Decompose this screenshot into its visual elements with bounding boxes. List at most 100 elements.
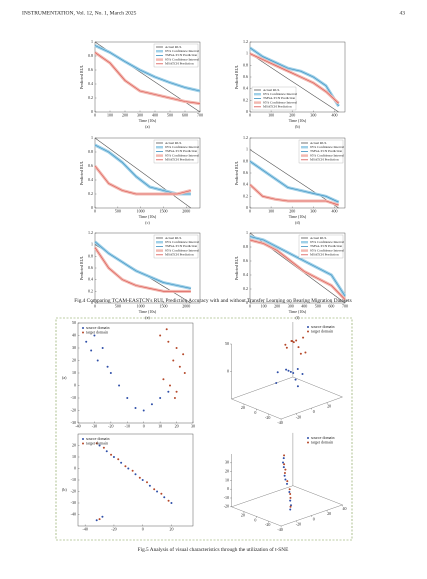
y-tick-label: 0 <box>91 300 93 305</box>
y-tick-label: -20 <box>296 414 301 419</box>
legend-swatch <box>82 331 84 334</box>
legend-box <box>298 139 344 164</box>
scatter-point <box>175 347 178 349</box>
x-tick-label: 500 <box>115 208 121 213</box>
x-tick-label: 600 <box>328 303 334 308</box>
y-tick-label: 0.8 <box>88 253 93 258</box>
scatter-point <box>102 446 105 449</box>
scatter-point <box>276 371 279 374</box>
scatter-point <box>275 382 278 384</box>
figure-caption: Fig.4 Comparing TCAM-EASTCN's RUL Predic… <box>74 297 351 304</box>
y-tick-label: 1.2 <box>88 230 93 235</box>
axis-edge <box>231 376 293 400</box>
scatter-point <box>95 442 98 445</box>
x-tick-label: 30 <box>191 423 195 428</box>
y-tick-label: 40 <box>72 332 76 337</box>
scatter-point <box>182 353 185 356</box>
legend-swatch <box>82 327 84 329</box>
legend-swatch <box>307 441 309 444</box>
y-tick-label: 50 <box>72 320 76 325</box>
scatter-point <box>170 502 173 504</box>
scatter-point <box>159 397 162 399</box>
scatter-point <box>146 481 148 484</box>
x-tick-label: 0 <box>249 208 251 213</box>
legend-label: target domain <box>86 329 108 334</box>
scatter-point <box>98 518 101 521</box>
legend-label: source domain <box>86 325 109 330</box>
legend-label: MSATCH Prediction <box>310 158 339 162</box>
x-tick-label: 2000 <box>182 303 190 308</box>
y-tick-label: 0.6 <box>243 170 248 175</box>
y-tick-label: 1.2 <box>243 135 248 140</box>
figure-caption: Fig.5 Analysis of visual characteristics… <box>138 546 289 553</box>
scatter-point <box>183 372 186 374</box>
scatter-point <box>126 397 129 399</box>
x-tick-label: 400 <box>152 112 158 117</box>
y-tick-label: -20 <box>296 522 301 527</box>
x-axis-label: Time (10s) <box>139 214 157 219</box>
scatter-point <box>167 390 170 393</box>
x-tick-label: 1000 <box>137 208 145 213</box>
scatter-point <box>85 340 88 343</box>
y-axis-label: Predicted RUL <box>79 255 84 280</box>
legend-label: 95% Confidence Interval <box>310 240 344 244</box>
x-tick-label: 400 <box>301 303 307 308</box>
y-tick-label: 10 <box>72 370 76 375</box>
scatter-point <box>163 496 166 499</box>
y-tick-label: 0.2 <box>88 95 93 100</box>
scatter-point <box>167 499 170 502</box>
y-tick-label: 0 <box>313 516 315 521</box>
scatter-point <box>288 488 291 491</box>
z-tick-label: 0 <box>227 368 229 373</box>
scatter-point <box>173 397 176 399</box>
x-tick-label: -20 <box>108 423 113 428</box>
x-tick-label: 0 <box>142 526 144 531</box>
legend-label: TMSA-TCN Prediction <box>310 149 342 153</box>
legend-label: source domain <box>311 324 334 329</box>
legend-label: Actual RUL <box>310 141 327 145</box>
legend-label: target domain <box>311 328 333 333</box>
x-tick-label: 20 <box>169 526 173 531</box>
scatter-point <box>117 458 120 461</box>
y-tick-label: 0.4 <box>88 81 93 86</box>
x-tick-label: 700 <box>197 112 203 117</box>
series-line <box>249 239 346 300</box>
scatter-point <box>105 450 108 453</box>
scatter-point <box>106 365 109 368</box>
x-tick-label: 20 <box>241 513 245 518</box>
panel-label: (b) <box>295 124 300 129</box>
scatter-point <box>101 347 104 349</box>
x-tick-label: 200 <box>289 112 295 117</box>
scatter-point <box>296 368 299 370</box>
y-tick-label: 20 <box>72 442 76 447</box>
series-line <box>249 53 339 113</box>
legend-label: 95% Confidence Interval <box>263 92 297 96</box>
scatter-point <box>299 352 302 355</box>
y-tick-label: 0.2 <box>88 288 93 293</box>
y-tick-label: 0.2 <box>243 97 248 102</box>
legend-label: Actual RUL <box>165 141 182 145</box>
x-tick-label: 20 <box>175 423 179 428</box>
x-tick-label: 100 <box>268 112 274 117</box>
legend-swatch <box>307 330 309 333</box>
y-tick-label: 0.4 <box>243 272 248 277</box>
x-tick-label: 0 <box>94 208 96 213</box>
y-tick-label: 1 <box>246 147 248 152</box>
scatter-point <box>162 378 165 381</box>
y-tick-label: 0 <box>91 205 93 210</box>
x-tick-label: 300 <box>310 112 316 117</box>
scatter-point <box>124 465 127 468</box>
y-tick-label: 0.6 <box>243 74 248 79</box>
series-line <box>249 53 339 104</box>
axis-edge <box>292 485 343 506</box>
legend-swatch <box>301 146 308 149</box>
x-tick-label: 500 <box>115 303 121 308</box>
axis-edge <box>231 485 293 507</box>
scatter-point <box>160 492 163 495</box>
x-tick-label: 400 <box>331 112 337 117</box>
legend-label: TMSA-TCN Prediction <box>263 96 295 100</box>
x-tick-label: -20 <box>265 415 270 420</box>
scatter-point <box>109 372 112 374</box>
scatter-point <box>112 456 115 458</box>
